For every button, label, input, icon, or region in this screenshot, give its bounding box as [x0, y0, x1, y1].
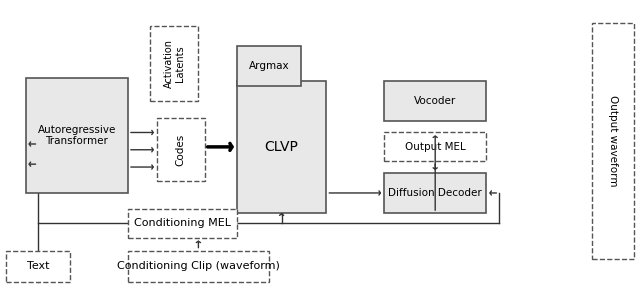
- FancyBboxPatch shape: [384, 173, 486, 213]
- FancyBboxPatch shape: [150, 26, 198, 101]
- FancyBboxPatch shape: [157, 118, 205, 181]
- FancyBboxPatch shape: [592, 23, 634, 259]
- Text: Output waveform: Output waveform: [608, 95, 618, 187]
- FancyBboxPatch shape: [384, 132, 486, 161]
- FancyBboxPatch shape: [237, 46, 301, 86]
- Text: Output MEL: Output MEL: [405, 142, 465, 152]
- FancyBboxPatch shape: [6, 251, 70, 282]
- Text: Codes: Codes: [176, 134, 186, 166]
- FancyBboxPatch shape: [237, 81, 326, 213]
- FancyBboxPatch shape: [128, 251, 269, 282]
- Text: Argmax: Argmax: [248, 61, 289, 71]
- FancyBboxPatch shape: [26, 78, 128, 193]
- Text: Activation
Latents: Activation Latents: [164, 39, 185, 88]
- Text: Vocoder: Vocoder: [414, 96, 456, 106]
- Text: Autoregressive
Transformer: Autoregressive Transformer: [38, 124, 116, 146]
- Text: Conditioning MEL: Conditioning MEL: [134, 218, 231, 228]
- Text: Text: Text: [27, 262, 50, 271]
- Text: CLVP: CLVP: [265, 140, 298, 154]
- Text: Diffusion Decoder: Diffusion Decoder: [388, 188, 482, 198]
- FancyBboxPatch shape: [128, 209, 237, 238]
- Text: Conditioning Clip (waveform): Conditioning Clip (waveform): [117, 262, 280, 271]
- FancyBboxPatch shape: [384, 81, 486, 121]
